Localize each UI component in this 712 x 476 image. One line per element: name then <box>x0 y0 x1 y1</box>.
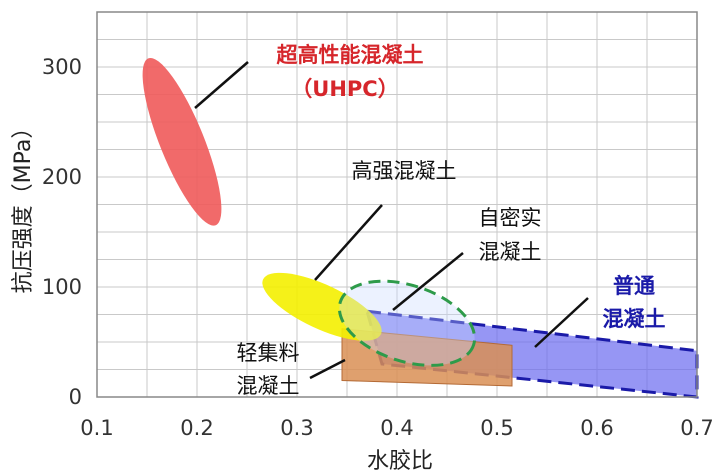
y-axis-title: 抗压强度（MPa） <box>11 117 36 294</box>
label-self-compacting-line-0: 自密实 <box>479 206 542 230</box>
x-tick-label: 0.6 <box>580 416 613 440</box>
regions <box>142 57 699 399</box>
leader-line <box>392 252 464 311</box>
region-lightweight-concrete <box>341 328 513 387</box>
label-uhpc-line-0: 超高性能混凝土 <box>277 43 424 67</box>
region-uhpc <box>142 57 222 226</box>
region-high-strength-concrete <box>262 272 382 341</box>
leader-line <box>309 358 346 380</box>
plot-frame <box>96 11 698 398</box>
label-lightweight-line-1: 混凝土 <box>237 374 300 398</box>
label-self-compacting-line-1: 混凝土 <box>479 240 542 264</box>
y-tick-label: 200 <box>42 165 82 189</box>
label-high-strength-line-0: 高强混凝土 <box>352 159 457 183</box>
leader-line <box>314 204 383 281</box>
y-tick-label: 0 <box>69 385 82 409</box>
tick-labels: 0.1 0.2 0.3 0.4 0.5 0.6 0.7 0 100 200 300 <box>42 55 712 440</box>
x-tick-label: 0.2 <box>180 416 213 440</box>
y-tick-label: 300 <box>42 55 82 79</box>
x-tick-label: 0.4 <box>380 416 413 440</box>
leader-lines <box>194 61 589 380</box>
x-tick-label: 0.5 <box>480 416 513 440</box>
x-tick-label: 0.3 <box>280 416 313 440</box>
region-self-compacting-concrete <box>337 279 477 367</box>
y-tick-label: 100 <box>42 275 82 299</box>
leader-line <box>194 61 249 109</box>
x-axis-title: 水胶比 <box>367 449 433 474</box>
label-lightweight-line-0: 轻集料 <box>237 341 300 365</box>
label-ordinary-line-1: 混凝土 <box>603 307 666 331</box>
label-ordinary-line-0: 普通 <box>613 274 655 298</box>
label-uhpc-line-1: （UHPC） <box>291 77 398 101</box>
leader-line <box>534 297 589 348</box>
axes <box>96 11 698 398</box>
x-tick-label: 0.7 <box>680 416 712 440</box>
x-tick-label: 0.1 <box>80 416 113 440</box>
